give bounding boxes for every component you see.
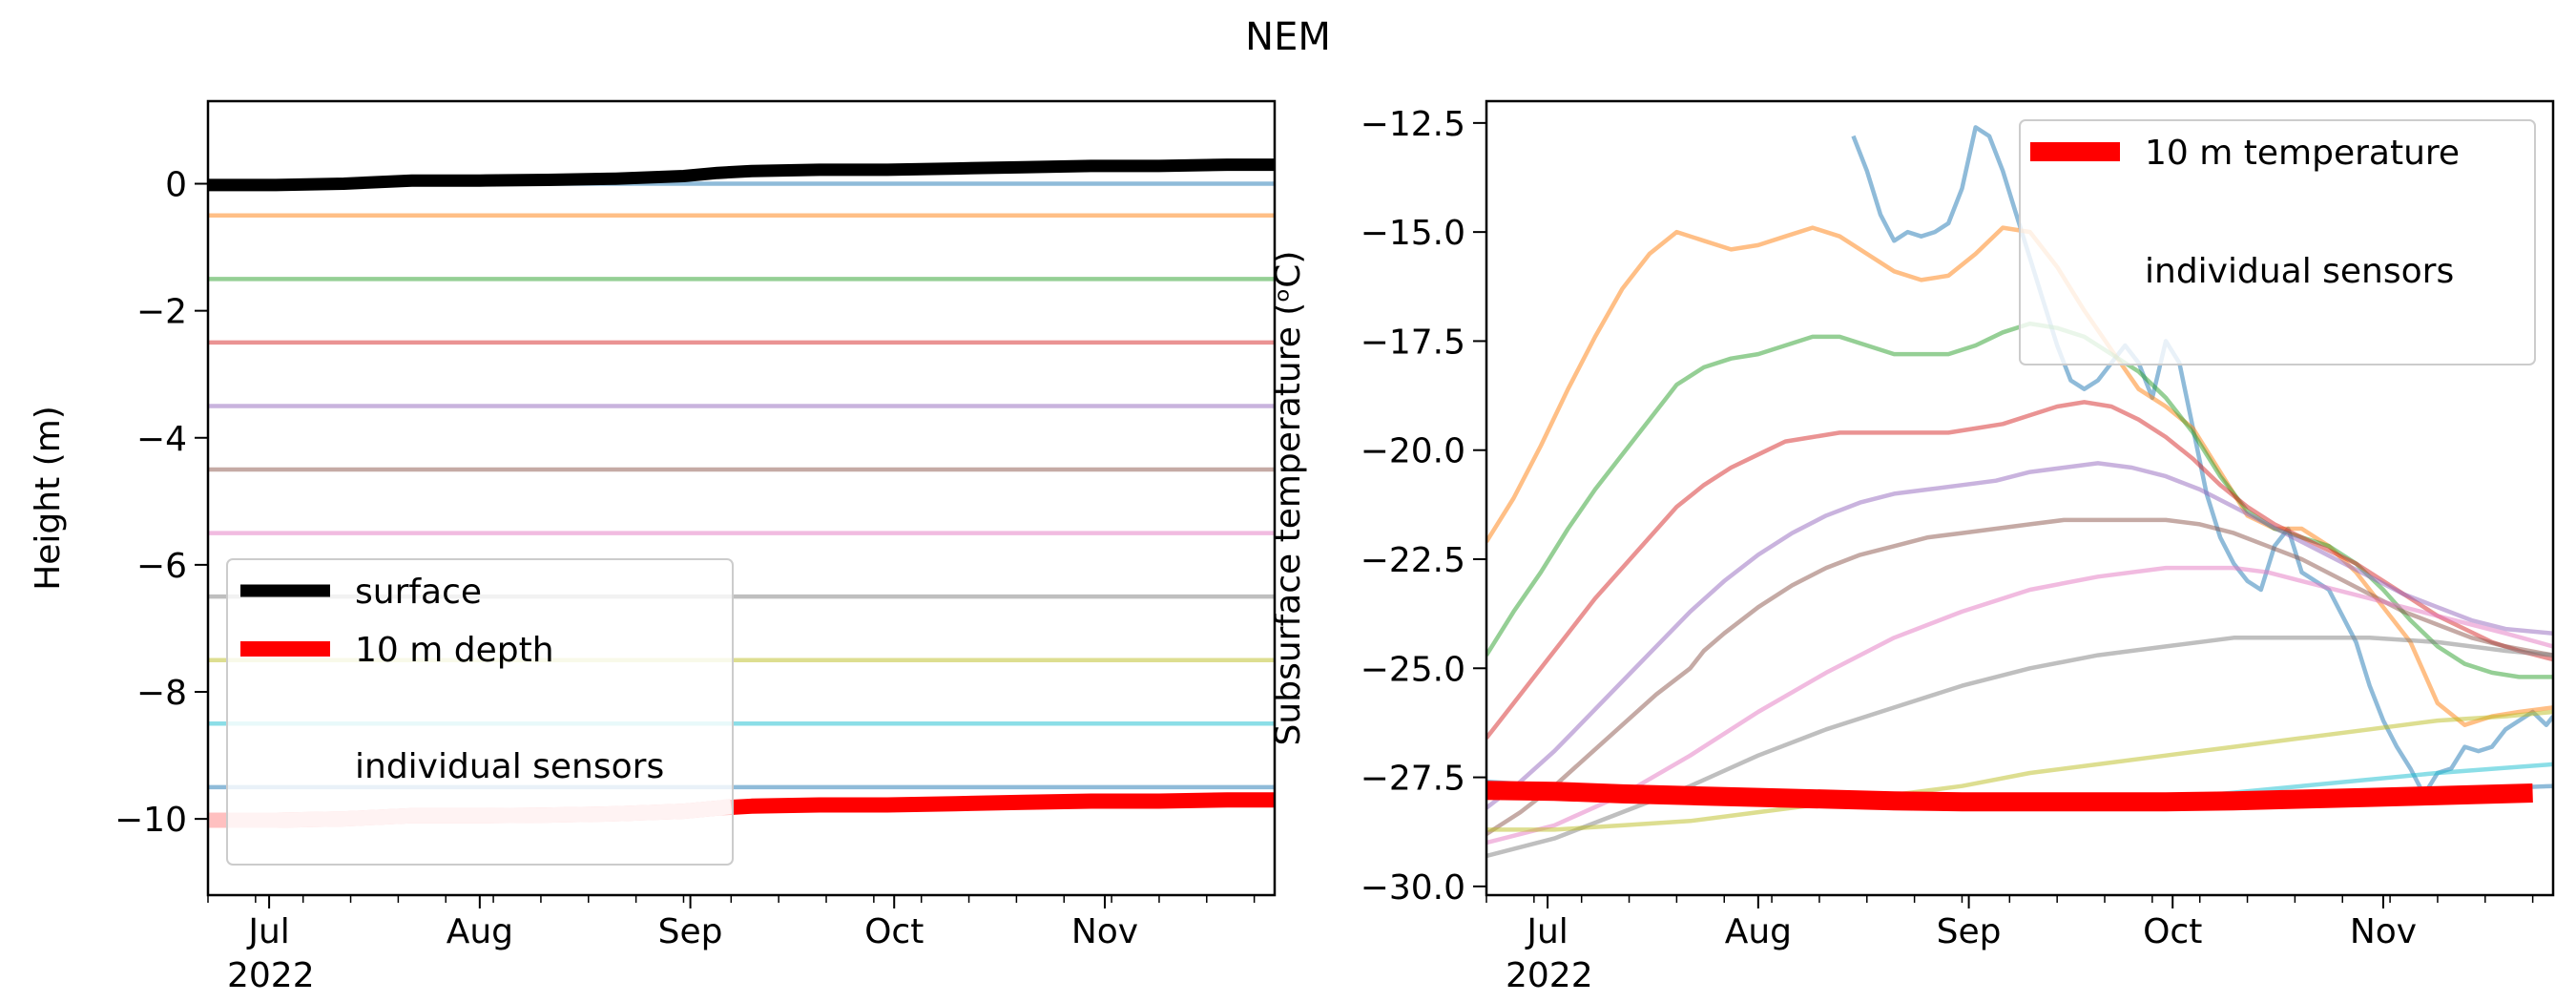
legend-right: 10 m temperature individual sensors xyxy=(2019,119,2536,365)
sensor-temperature-line-2 xyxy=(1486,225,2553,727)
y-tick-label: −8 xyxy=(136,674,187,713)
x-tick-label: Sep xyxy=(1937,912,2002,951)
y-tick-label: −27.5 xyxy=(1361,760,1465,799)
y-axis-label: Subsurface temperature (ᵒC) xyxy=(1269,251,1308,746)
sensor-temperature-line-3 xyxy=(1486,321,2553,679)
x-tick-label: Nov xyxy=(1071,912,1138,951)
y-tick-label: −22.5 xyxy=(1361,541,1465,580)
legend-frame xyxy=(2019,119,2536,365)
x-tick-label: Oct xyxy=(2143,912,2202,951)
legend-temperature-10m-label: 10 m temperature xyxy=(2145,134,2460,173)
legend-frame xyxy=(226,558,734,866)
figure-title: NEM xyxy=(1245,15,1331,59)
x-tick-label: Aug xyxy=(447,912,513,951)
legend-sensors-label: individual sensors xyxy=(2145,252,2454,291)
sensor-temperature-line-6 xyxy=(1486,517,2553,836)
y-tick-label: −12.5 xyxy=(1361,105,1465,144)
sensor-temperature-line-4 xyxy=(1486,400,2553,740)
y-tick-label: −20.0 xyxy=(1361,432,1465,471)
axes-frame xyxy=(1485,99,2555,897)
y-tick-label: −30.0 xyxy=(1361,868,1465,908)
x-tick-label: Nov xyxy=(2350,912,2417,951)
x-year-label: 2022 xyxy=(227,956,315,995)
y-tick-label: 0 xyxy=(165,166,187,205)
plot-area xyxy=(1486,125,2553,859)
sensor-temperature-line-5 xyxy=(1486,461,2553,810)
x-tick-label: Jul xyxy=(246,912,289,951)
sensor-temperature-line-7 xyxy=(1486,565,2553,845)
temperature-10m-line xyxy=(1486,781,2533,812)
axes-frame xyxy=(206,99,1277,897)
y-tick-label: −17.5 xyxy=(1361,323,1465,362)
right-panel-temperature: −12.5 −15.0 −17.5 −20.0 −22.5 −25.0 −27.5 −30.0… xyxy=(1269,99,2555,995)
y-tick-label: −15.0 xyxy=(1361,214,1465,253)
x-tick-label: Oct xyxy=(864,912,924,951)
sensor-temperature-line-9 xyxy=(1486,709,2553,832)
y-tick-label: −6 xyxy=(136,547,187,586)
y-tick-label: −4 xyxy=(136,420,187,459)
legend-depth10-label: 10 m depth xyxy=(355,631,554,670)
legend-left: surface 10 m depth individual sensors xyxy=(226,558,734,866)
surface-line xyxy=(208,158,1275,192)
left-panel-height: 0 −2 −4 −6 −8 −10 Jul Aug Sep Oct Nov 2022 Height (m… xyxy=(29,99,1277,995)
legend-sensors-label: individual sensors xyxy=(355,747,664,786)
x-tick-label: Sep xyxy=(658,912,723,951)
legend-surface-label: surface xyxy=(355,573,482,612)
x-year-label: 2022 xyxy=(1506,956,1593,995)
y-tick-label: −2 xyxy=(136,293,187,332)
y-tick-label: −25.0 xyxy=(1361,650,1465,689)
x-tick-label: Aug xyxy=(1725,912,1792,951)
y-tick-label: −10 xyxy=(114,801,187,840)
x-tick-label: Jul xyxy=(1525,912,1568,951)
y-axis-label: Height (m) xyxy=(29,406,68,591)
